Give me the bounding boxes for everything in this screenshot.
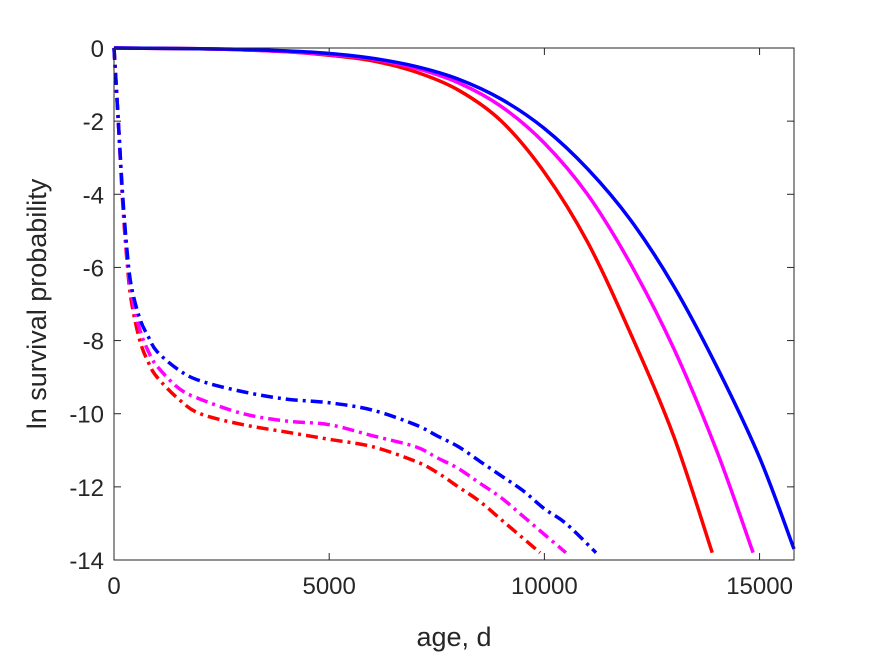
x-axis-label: age, d <box>416 622 491 652</box>
plot-frame <box>113 47 795 561</box>
series-line-1 <box>113 46 714 554</box>
series-line-2 <box>113 46 755 554</box>
y-tick-label: -12 <box>69 475 104 502</box>
x-tick-label: 10000 <box>511 573 578 600</box>
x-axis-ticks: 0 5000 10000 15000 <box>107 48 793 600</box>
y-axis-ticks: 0 -2 -4 -6 -8 -10 -12 -14 <box>69 36 794 575</box>
y-tick-label: -8 <box>83 329 104 356</box>
series-line-6 <box>112 47 598 554</box>
series-layer <box>112 46 796 555</box>
y-axis-label: ln survival probability <box>22 178 52 429</box>
y-tick-label: -4 <box>83 182 104 209</box>
series-line-5 <box>112 47 568 555</box>
y-tick-label: 0 <box>91 36 104 63</box>
x-tick-label: 15000 <box>726 573 793 600</box>
y-tick-label: -6 <box>83 255 104 282</box>
y-tick-label: -10 <box>69 402 104 429</box>
x-tick-label: 5000 <box>302 573 355 600</box>
series-line-4 <box>112 47 542 555</box>
x-tick-label: 0 <box>107 573 120 600</box>
y-tick-label: -2 <box>83 109 104 136</box>
series-line-3 <box>113 46 796 550</box>
y-tick-label: -14 <box>69 548 104 575</box>
